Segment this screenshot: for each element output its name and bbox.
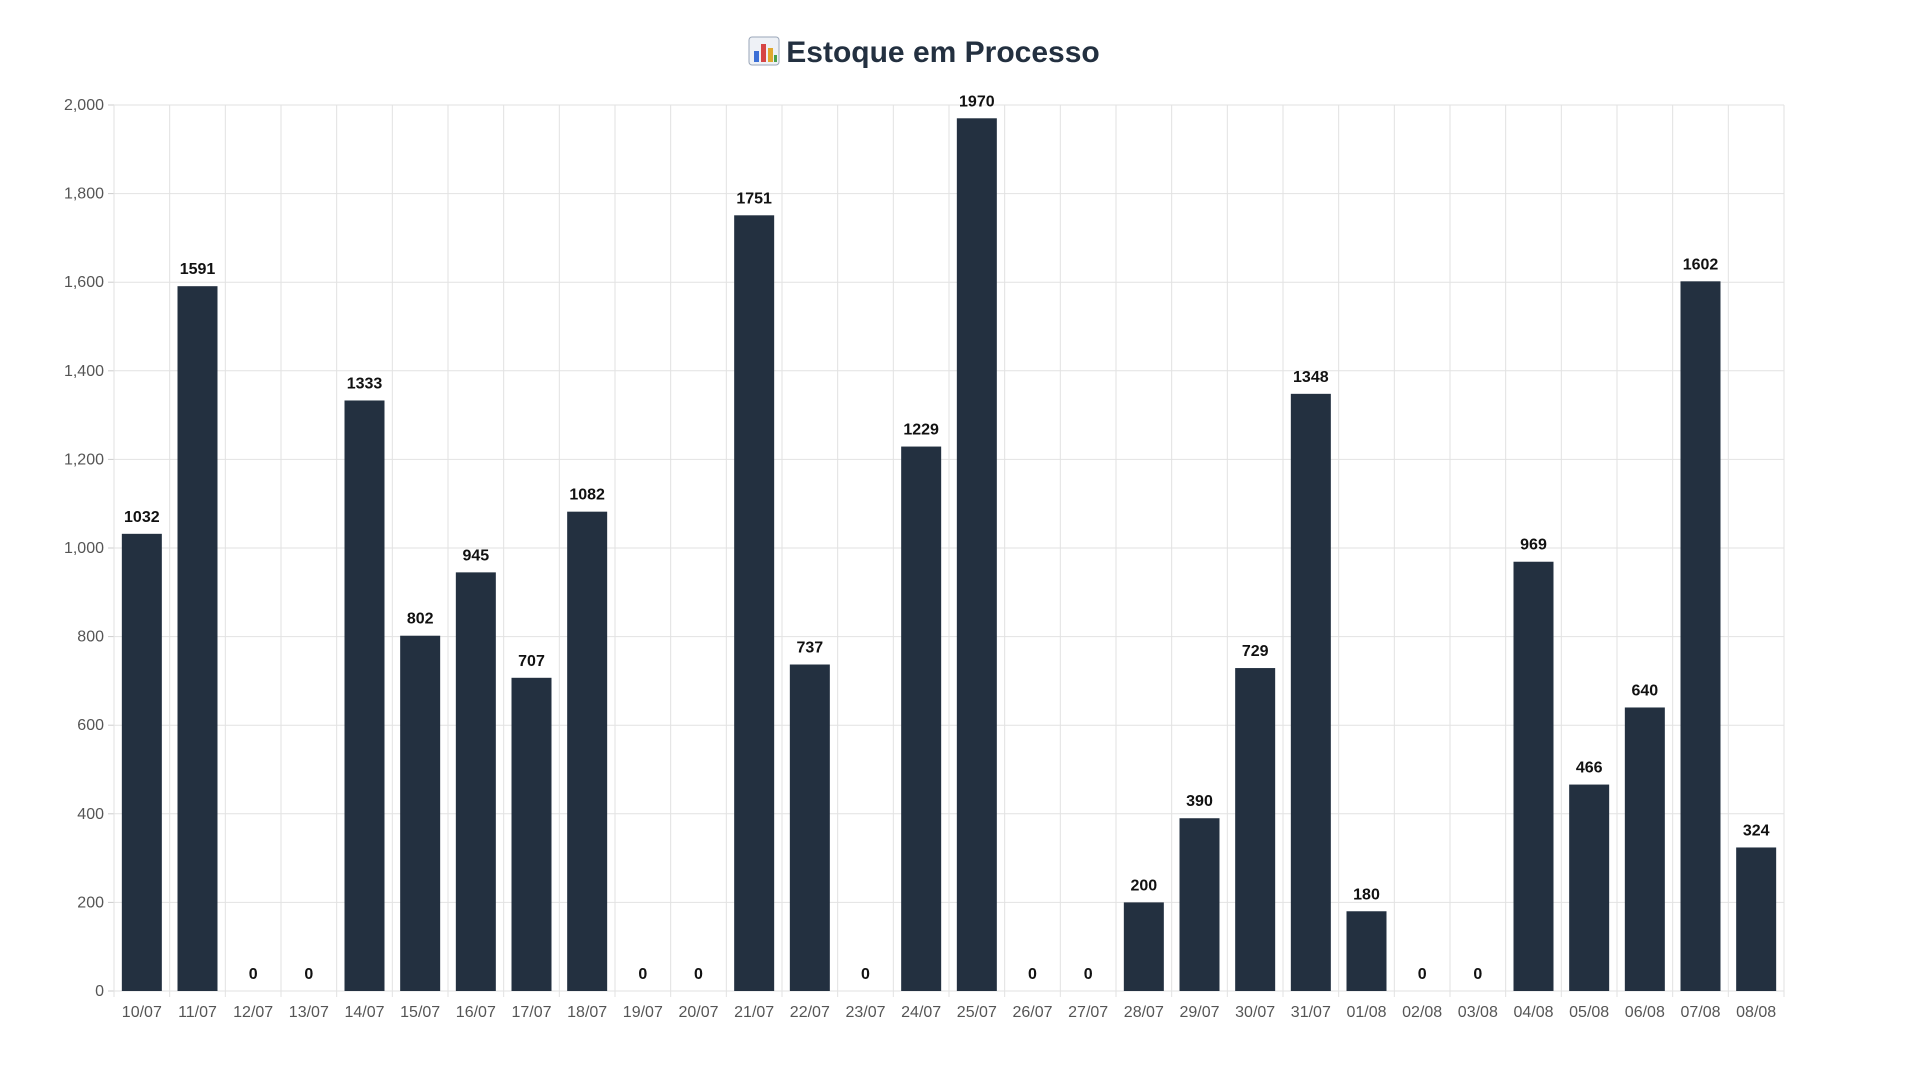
x-tick-label: 26/07 [1012,1004,1052,1021]
bar [567,511,608,991]
bar [177,286,218,991]
x-tick-label: 17/07 [511,1004,551,1021]
y-tick-label: 800 [77,629,104,646]
data-label: 802 [407,611,434,628]
bar [1513,561,1554,991]
y-tick-label: 600 [77,717,104,734]
bar [901,446,942,992]
x-tick-label: 02/08 [1402,1004,1442,1021]
y-tick-label: 1,600 [64,274,104,291]
bar-chart-icon [748,36,780,74]
chart-title-text: Estoque em Processo [786,36,1100,69]
x-tick-label: 29/07 [1179,1004,1219,1021]
bar [1346,911,1387,991]
x-tick-label: 28/07 [1124,1004,1164,1021]
x-tick-label: 10/07 [122,1004,162,1021]
x-tick-label: 16/07 [456,1004,496,1021]
x-tick-label: 20/07 [678,1004,718,1021]
x-tick-label: 14/07 [344,1004,384,1021]
x-tick-label: 23/07 [845,1004,885,1021]
x-tick-label: 03/08 [1458,1004,1498,1021]
x-tick-label: 12/07 [233,1004,273,1021]
bar [1569,784,1610,991]
bar [1235,668,1276,991]
x-tick-label: 08/08 [1736,1004,1776,1021]
x-tick-label: 31/07 [1291,1004,1331,1021]
y-tick-label: 200 [77,894,104,911]
data-label: 1751 [736,190,772,207]
x-tick-label: 22/07 [790,1004,830,1021]
data-label: 0 [638,966,647,983]
data-label: 0 [1418,966,1427,983]
bar [400,635,441,991]
bar [1680,281,1721,992]
data-label: 0 [1028,966,1037,983]
data-label: 390 [1186,793,1213,810]
bar [1123,902,1164,991]
x-tick-label: 13/07 [289,1004,329,1021]
data-label: 200 [1130,877,1157,894]
bar [344,400,385,992]
y-tick-label: 1,200 [64,451,104,468]
data-label: 0 [1084,966,1093,983]
data-label: 1591 [180,261,216,278]
data-label: 1032 [124,509,160,526]
data-label: 1348 [1293,369,1329,386]
y-tick-label: 1,800 [64,186,104,203]
x-tick-label: 27/07 [1068,1004,1108,1021]
x-tick-label: 15/07 [400,1004,440,1021]
data-label: 640 [1631,682,1658,699]
x-tick-label: 07/08 [1680,1004,1720,1021]
x-tick-label: 05/08 [1569,1004,1609,1021]
data-label: 0 [861,966,870,983]
data-label: 0 [304,966,313,983]
x-tick-label: 11/07 [178,1004,217,1021]
x-tick-label: 06/08 [1625,1004,1665,1021]
data-label: 1333 [347,375,383,392]
data-label: 0 [1473,966,1482,983]
chart-title: Estoque em Processo [0,36,1848,74]
data-label: 0 [694,966,703,983]
bar [1736,847,1777,991]
x-tick-label: 01/08 [1346,1004,1386,1021]
x-tick-label: 21/07 [734,1004,774,1021]
x-tick-label: 18/07 [567,1004,607,1021]
y-tick-label: 400 [77,806,104,823]
y-tick-label: 1,400 [64,363,104,380]
data-label: 945 [462,547,489,564]
data-label: 737 [796,640,823,657]
data-label: 1229 [903,422,939,439]
x-tick-label: 30/07 [1235,1004,1275,1021]
bar [956,118,997,992]
bar [1624,707,1665,991]
bar [455,572,496,991]
bar [1290,393,1331,991]
data-label: 1602 [1683,256,1719,273]
data-label: 1082 [569,487,605,504]
x-tick-label: 19/07 [623,1004,663,1021]
data-label: 0 [249,966,258,983]
data-label: 180 [1353,886,1380,903]
data-label: 707 [518,653,545,670]
data-label: 729 [1242,643,1269,660]
data-label: 1970 [959,93,995,110]
y-tick-label: 2,000 [64,97,104,114]
data-label: 324 [1743,822,1770,839]
bar [511,677,552,991]
bar [1179,818,1220,991]
bar [789,664,830,991]
x-tick-label: 25/07 [957,1004,997,1021]
x-tick-label: 04/08 [1513,1004,1553,1021]
x-tick-label: 24/07 [901,1004,941,1021]
data-label: 969 [1520,537,1547,554]
y-tick-label: 1,000 [64,540,104,557]
bar [121,533,162,991]
bar [734,215,775,991]
y-tick-label: 0 [95,983,104,1000]
data-label: 466 [1576,760,1603,777]
